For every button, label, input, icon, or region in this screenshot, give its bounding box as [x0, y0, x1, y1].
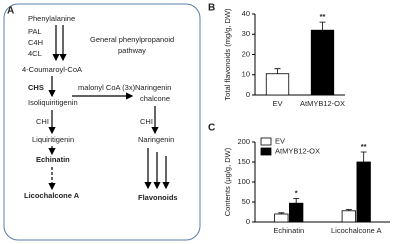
legend-swatch: [260, 147, 272, 156]
y-tick-label: 200: [237, 137, 250, 146]
x-tick-label: EV: [272, 99, 282, 108]
x-tick-label: AtMYB12-OX: [300, 99, 345, 108]
y-tick-label: 20: [242, 49, 250, 58]
y-tick-label: 30: [242, 29, 250, 38]
enzyme: CHI: [36, 117, 49, 126]
node: Echinatin: [36, 155, 70, 164]
y-tick-label: 100: [237, 177, 250, 186]
error-bar: [345, 209, 352, 211]
y-axis-label: Total flavonoids (mg/g, DW): [223, 8, 232, 101]
error-bar: [274, 68, 281, 74]
y-tick-label: 10: [242, 70, 250, 79]
error-bar: [360, 151, 367, 162]
significance: **: [320, 12, 326, 21]
error-bar: [293, 198, 300, 204]
x-tick-label: Echinatin: [273, 226, 304, 235]
y-axis-label: Contents (μg/g, DW): [223, 147, 232, 216]
enzyme: 4CL: [28, 49, 42, 58]
node: chalcone: [140, 94, 170, 103]
bar: [341, 210, 356, 223]
enzyme: C4H: [28, 38, 43, 47]
y-tick-label: 150: [237, 157, 250, 166]
y-tick-label: 0: [246, 90, 250, 99]
node: 4-Coumaroyl-CoA: [22, 65, 82, 74]
enzyme: CHS: [28, 83, 44, 92]
panel-label: C: [208, 123, 215, 134]
note: pathway: [118, 46, 146, 55]
x-tick-label: Licochalcone A: [331, 226, 381, 235]
y-tick-label: 50: [242, 197, 250, 206]
panel-frame: [3, 3, 201, 241]
enzyme: PAL: [28, 27, 42, 36]
bar: [274, 213, 289, 223]
y-tick-label: 0: [246, 217, 250, 226]
error-bar: [278, 212, 285, 214]
bar: [356, 161, 371, 223]
node: Isoliquiritigenin: [28, 98, 78, 107]
note: General phenylpropanoid: [90, 35, 174, 44]
significance: *: [295, 188, 298, 197]
node: Licochalcone A: [24, 191, 80, 200]
error-bar: [319, 21, 326, 31]
y-tick-label: 40: [242, 9, 250, 18]
legend-label: EV: [275, 136, 285, 145]
legend-swatch: [260, 137, 272, 146]
node: Phenylalanine: [28, 14, 75, 23]
node: Flavonoids: [138, 193, 178, 202]
significance: **: [361, 142, 367, 151]
node: Naringenin: [135, 83, 171, 92]
node: Liquiritigenin: [32, 135, 74, 144]
bar: [289, 202, 304, 223]
pathway-panel: A Phenylalanine PAL C4H 4CL General phen…: [3, 3, 201, 241]
bar: [310, 29, 335, 96]
bar: [265, 73, 290, 96]
panel-label: B: [208, 3, 215, 14]
panel-label: A: [7, 6, 14, 17]
legend-label: AtMYB12-OX: [275, 146, 320, 155]
node: Naringenin: [138, 135, 174, 144]
note: malonyl CoA (3x): [78, 83, 136, 92]
enzyme: CHI: [140, 117, 153, 126]
